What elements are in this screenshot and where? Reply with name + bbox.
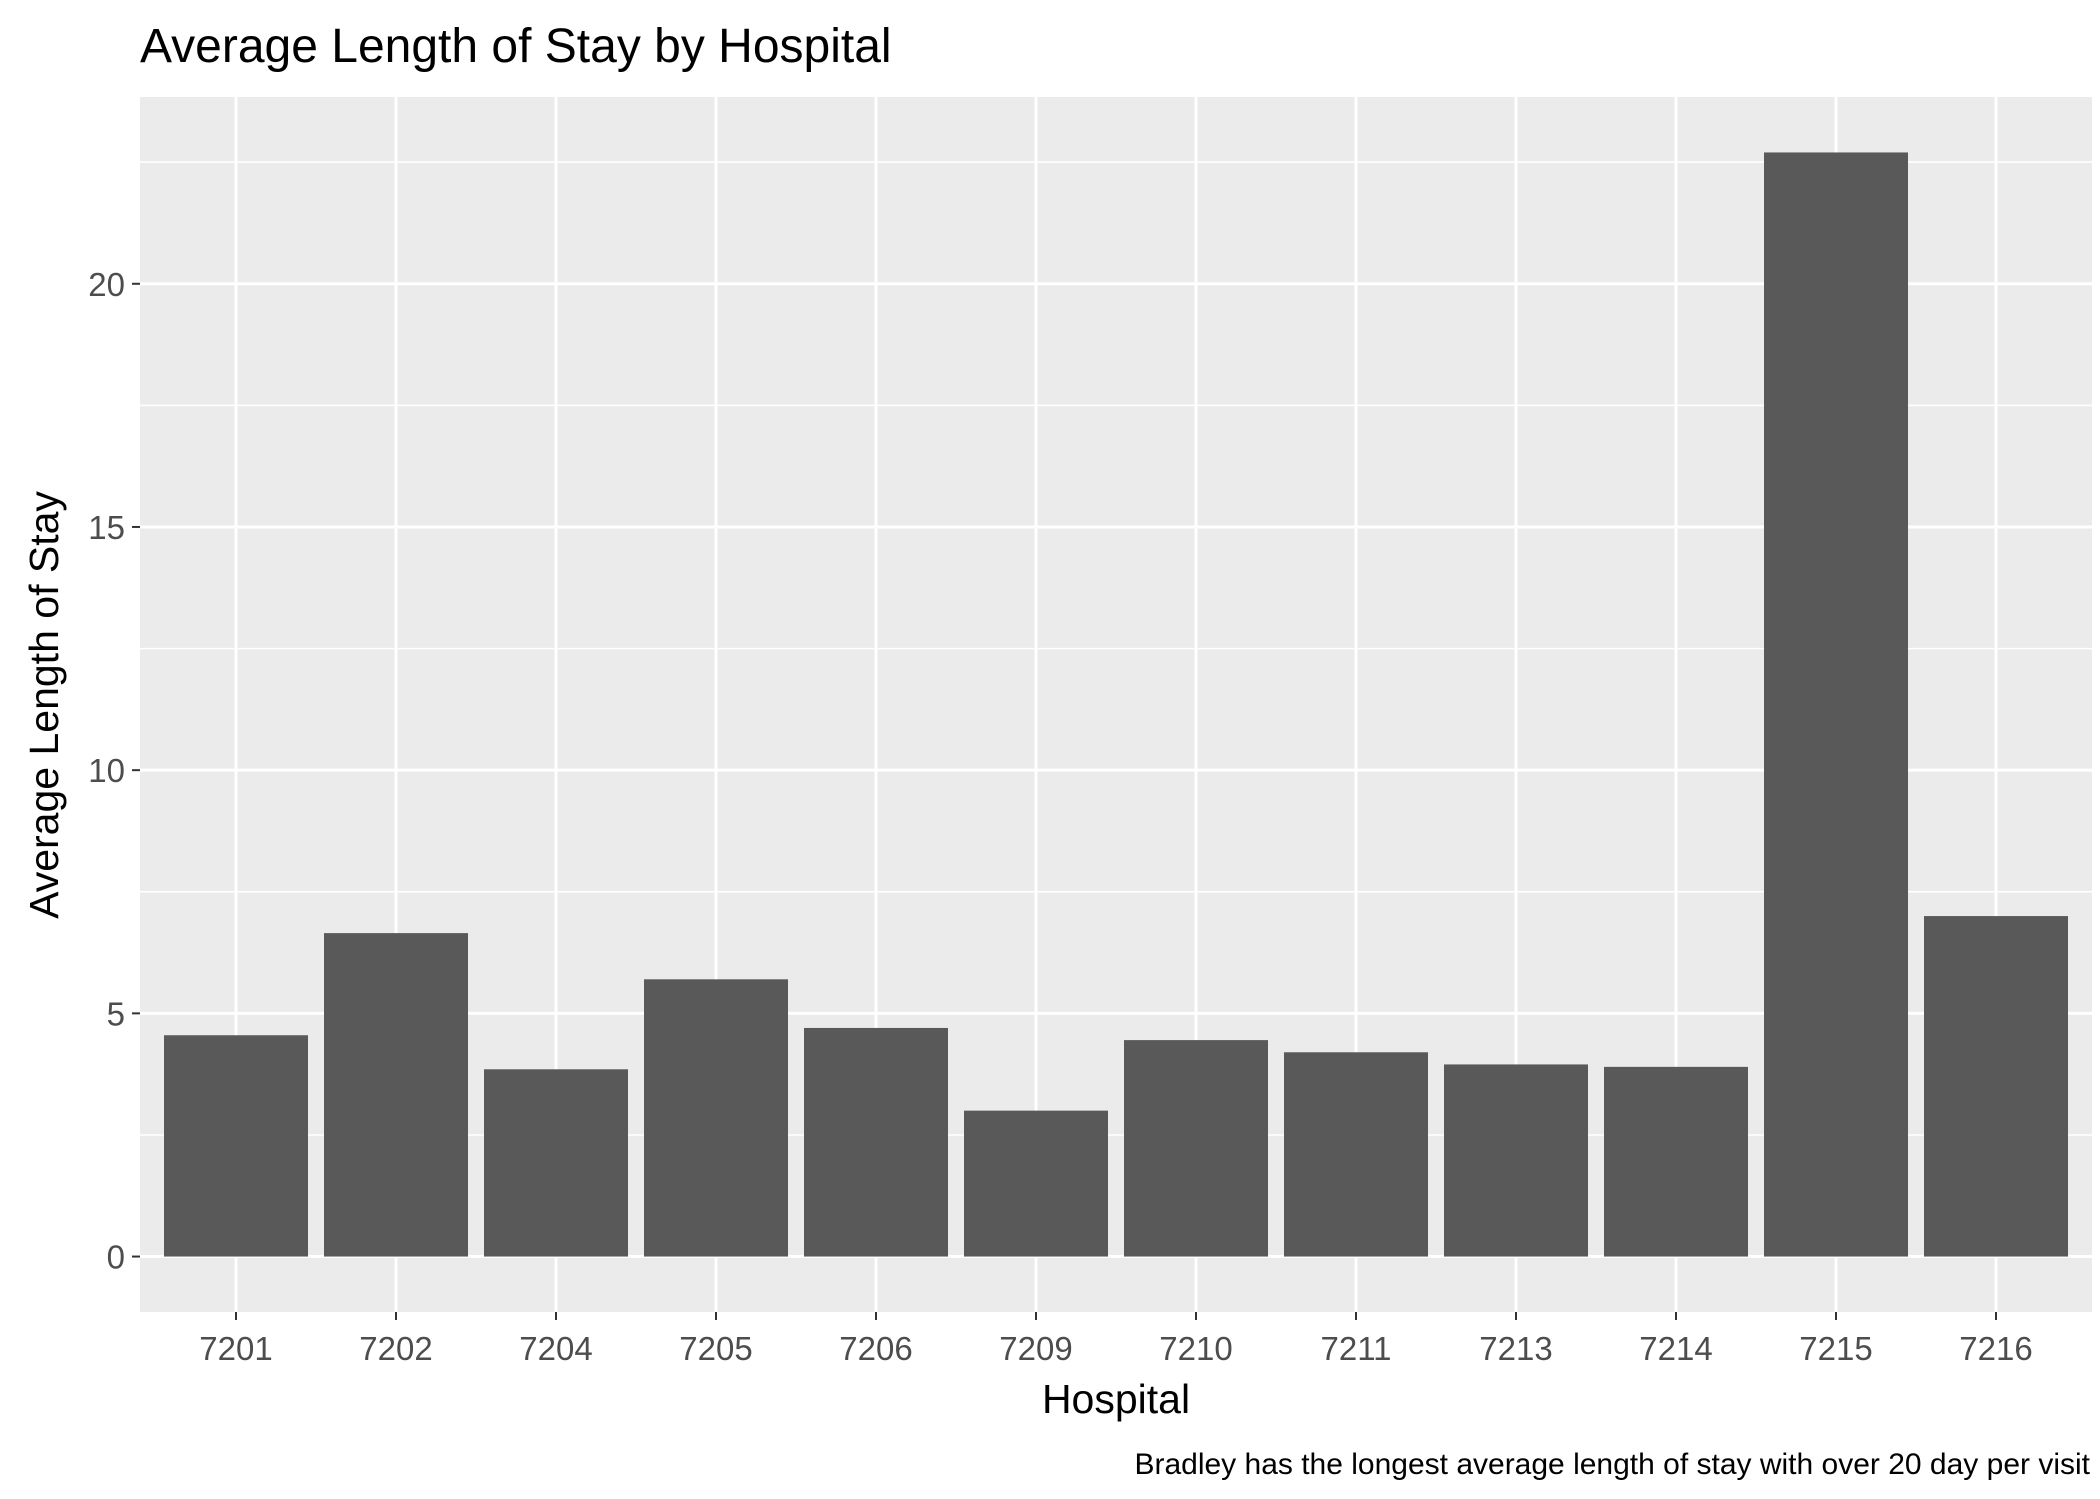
bar-7214	[1604, 1066, 1748, 1257]
x-tick-label: 7205	[679, 1330, 752, 1367]
y-tick-label: 10	[88, 752, 125, 789]
bar-7205	[644, 979, 788, 1257]
x-axis-title: Hospital	[1042, 1376, 1190, 1422]
x-tick-label: 7211	[1321, 1330, 1392, 1367]
bar-7209	[964, 1110, 1108, 1257]
x-tick-label: 7202	[359, 1330, 432, 1367]
x-tick-label: 7201	[199, 1330, 272, 1367]
x-tick-label: 7206	[839, 1330, 912, 1367]
y-axis: 0 5 10 15 20	[88, 266, 140, 1276]
y-axis-title: Average Length of Stay	[21, 491, 67, 919]
chart-title: Average Length of Stay by Hospital	[140, 20, 892, 73]
bar-7210	[1124, 1040, 1268, 1257]
y-tick-label: 5	[107, 995, 125, 1032]
bar-7211	[1284, 1052, 1428, 1257]
y-tick-label: 15	[88, 509, 125, 546]
x-tick-label: 7215	[1799, 1330, 1872, 1367]
x-tick-label: 7209	[999, 1330, 1072, 1367]
x-tick-label: 7214	[1639, 1330, 1712, 1367]
chart-caption: Bradley has the longest average length o…	[1134, 1448, 2090, 1481]
bar-7213	[1444, 1064, 1588, 1257]
y-tick-label: 20	[88, 266, 125, 303]
bar-7215	[1764, 152, 1908, 1257]
bar-7216	[1924, 916, 2068, 1257]
x-axis: 7201 7202 7204 7205 7206 7209 7210 7211 7213 7214…	[199, 1312, 2033, 1367]
bars	[164, 152, 2068, 1257]
x-tick-label: 7216	[1959, 1330, 2032, 1367]
bar-7202	[324, 933, 468, 1257]
x-tick-label: 7210	[1159, 1330, 1232, 1367]
bar-7201	[164, 1035, 308, 1257]
x-tick-label: 7204	[519, 1330, 592, 1367]
bar-7204	[484, 1069, 628, 1257]
x-tick-label: 7213	[1479, 1330, 1552, 1367]
y-tick-label: 0	[107, 1239, 125, 1276]
bar-7206	[804, 1027, 948, 1257]
